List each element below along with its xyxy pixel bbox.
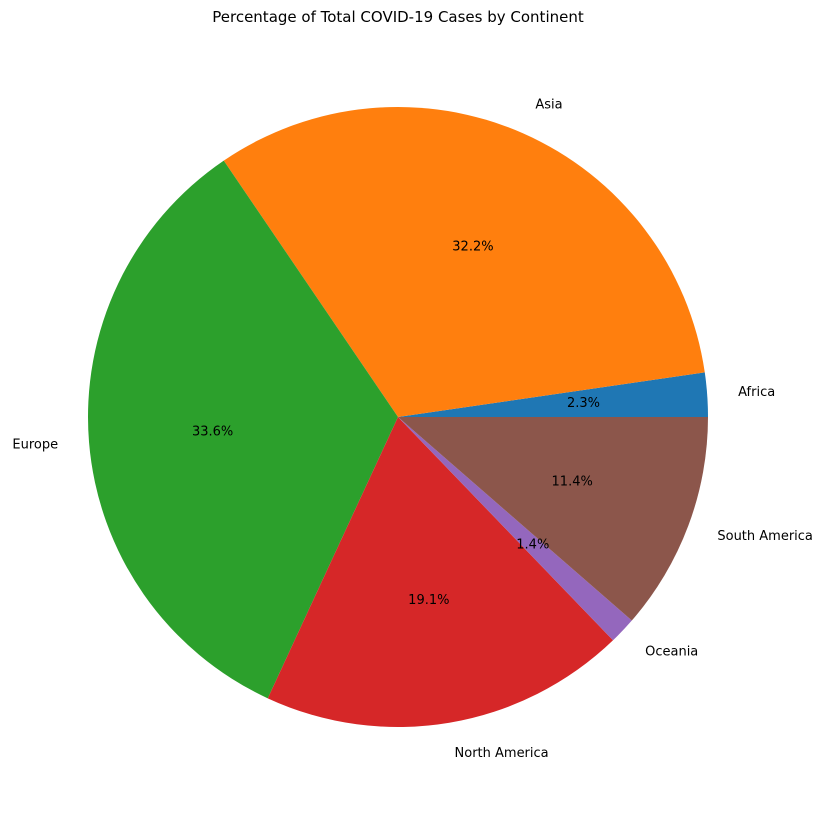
- slice-label-asia: Asia: [535, 97, 562, 112]
- pct-label-asia: 32.2%: [452, 239, 493, 254]
- slice-label-oceania: Oceania: [645, 644, 698, 659]
- pie-slice-north-america: [267, 417, 614, 728]
- pie-slice-oceania: [398, 417, 632, 641]
- slice-label-north-america: North America: [455, 746, 549, 761]
- pie-slices: [88, 107, 708, 728]
- pie-slice-africa: [398, 372, 708, 417]
- pct-label-south-america: 11.4%: [552, 475, 593, 490]
- slice-label-europe: Europe: [12, 437, 58, 452]
- pct-label-europe: 33.6%: [192, 425, 233, 440]
- chart-title: Percentage of Total COVID-19 Cases by Co…: [212, 8, 584, 26]
- pct-label-oceania: 1.4%: [516, 538, 549, 553]
- pie-slice-south-america: [398, 417, 708, 621]
- slice-label-south-america: South America: [717, 529, 813, 544]
- pie-labels: Africa 2.3% Asia 32.2% Europe 33.6% North Amer…: [12, 97, 812, 760]
- pct-label-africa: 2.3%: [567, 396, 600, 411]
- pie-slice-asia: [223, 107, 705, 418]
- pie-slice-europe: [88, 160, 399, 699]
- pct-label-north-america: 19.1%: [408, 593, 449, 608]
- slice-label-africa: Africa: [738, 385, 775, 400]
